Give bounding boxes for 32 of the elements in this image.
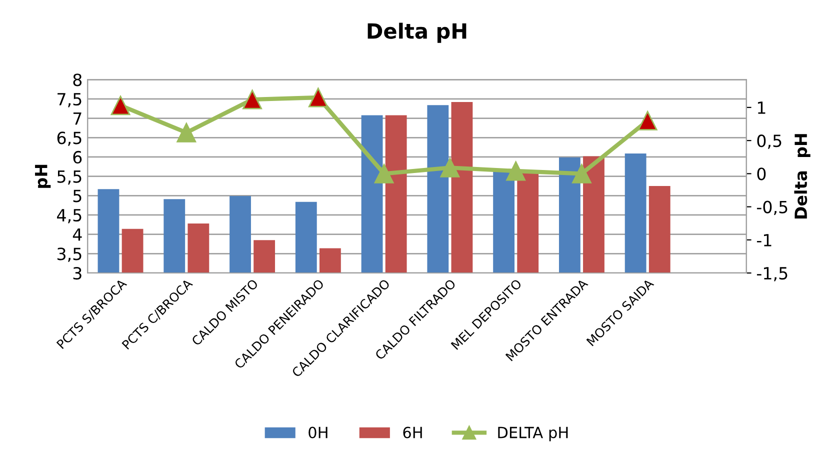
y2-tick-label: 0 — [757, 168, 766, 180]
y2-tick-label: -1,5 — [756, 267, 788, 282]
point — [638, 110, 658, 130]
legend-label: 0H — [308, 426, 328, 438]
y2-tick-label: -1 — [756, 234, 772, 246]
y-tick-label: 5,5 — [57, 170, 82, 185]
y2-tick-label: -0,5 — [756, 200, 788, 216]
y-tick-label: 3 — [73, 266, 82, 280]
point — [572, 164, 592, 184]
point — [374, 164, 394, 184]
point — [440, 158, 460, 178]
point — [176, 122, 196, 142]
y-tick-label: 3,5 — [57, 248, 82, 262]
legend-label: DELTA pH — [498, 426, 568, 442]
y-tick-label: 4 — [72, 228, 82, 241]
y2-axis-title: Delta pH — [794, 134, 810, 219]
y-tick-label: 4,5 — [57, 209, 82, 224]
y-tick-label: 6,5 — [57, 132, 82, 146]
y-tick-label: 7,5 — [58, 93, 82, 108]
point — [110, 96, 130, 116]
y-axis-title: pH — [35, 164, 51, 188]
chart-title: Delta pH — [368, 22, 466, 43]
y-tick-label: 7 — [73, 112, 82, 125]
point — [308, 88, 328, 108]
y-tick-label: 8 — [73, 74, 82, 86]
y-tick-label: 6 — [73, 150, 82, 164]
y2-tick-label: 1 — [758, 102, 766, 114]
point — [506, 161, 526, 181]
point — [242, 90, 262, 110]
y-tick-label: 5 — [73, 190, 82, 202]
y2-tick-label: 0,5 — [757, 134, 782, 149]
legend-label: 6H — [403, 426, 422, 438]
